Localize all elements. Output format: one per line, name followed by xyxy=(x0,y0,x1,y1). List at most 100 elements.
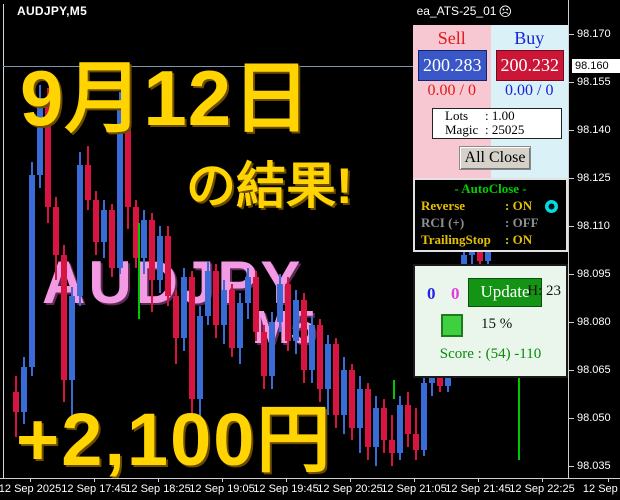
chart-plot-area[interactable]: AUDJPY M5 9月12日 の結果! +2,100円 AUDJPY,M5 e… xyxy=(0,0,568,478)
chart-symbol-title: AUDJPY,M5 xyxy=(17,4,88,18)
candle-body xyxy=(413,434,419,450)
price-tick xyxy=(569,130,574,131)
lots-label: Lots xyxy=(445,108,469,123)
candle-body xyxy=(397,405,403,454)
rci-label: RCI (+) xyxy=(421,215,465,230)
magic-label: Magic xyxy=(445,122,479,137)
candle-body xyxy=(245,277,251,303)
candle-body xyxy=(69,296,75,380)
trade-marker-line xyxy=(518,376,520,460)
candle-body xyxy=(213,270,219,326)
trailingstop-label: TrailingStop xyxy=(421,232,491,247)
trade-panel: Sell 200.283 0.00 / 0 Buy 200.232 0.00 /… xyxy=(413,25,568,178)
candle-body xyxy=(253,277,259,332)
time-axis[interactable]: 12 Sep 2025 12 Sep 17:45 12 Sep 18:25 12 Se… xyxy=(0,478,620,500)
candle-body xyxy=(165,235,171,297)
all-close-button[interactable]: All Close xyxy=(459,146,531,170)
price-tick xyxy=(569,418,574,419)
lots-value: : 1.00 xyxy=(485,108,515,123)
price-axis-label: 98.065 xyxy=(577,364,611,376)
price-axis-label: 98.125 xyxy=(577,172,611,184)
price-axis[interactable]: 98.160 98.170 98.155 98.140 98.125 98.110 98.… xyxy=(568,0,620,478)
green-checkbox[interactable] xyxy=(441,314,463,337)
price-tick xyxy=(569,82,574,83)
trade-marker-line xyxy=(393,379,395,399)
candle-body xyxy=(293,299,299,342)
candle-body xyxy=(421,382,427,450)
candle-body xyxy=(317,325,323,390)
rci-value: : OFF xyxy=(505,215,539,230)
time-axis-label: 12 Sep 17:45 xyxy=(61,483,127,495)
candle-body xyxy=(189,277,195,399)
overlay-result-text: の結果! xyxy=(186,158,353,214)
price-axis-label: 98.050 xyxy=(577,412,611,424)
candle-body xyxy=(133,206,139,258)
candle-body xyxy=(357,389,363,428)
time-axis-label: 12 Sep 23 xyxy=(582,483,620,495)
candle-body xyxy=(181,277,187,338)
candle-body xyxy=(229,290,235,348)
ea-name-text: ea_ATS-25_01 xyxy=(416,4,497,18)
count-pink: 0 xyxy=(451,284,460,303)
price-tick xyxy=(569,274,574,275)
candle-body xyxy=(13,392,19,412)
candle-body xyxy=(53,206,59,255)
candle-body xyxy=(365,389,371,447)
candle-body xyxy=(37,98,43,175)
sell-button[interactable]: 200.283 xyxy=(418,50,487,81)
candle-body xyxy=(109,210,115,268)
reverse-value: : ON xyxy=(505,198,533,213)
price-tick xyxy=(569,226,574,227)
autoclose-row-reverse: Reverse : ON xyxy=(415,197,566,214)
autoclose-title: - AutoClose - xyxy=(454,181,527,196)
price-tick xyxy=(569,34,574,35)
time-tick xyxy=(608,478,609,482)
sell-side: Sell 200.283 0.00 / 0 xyxy=(413,25,491,178)
score-label: Score : (54) -110 xyxy=(439,346,542,362)
update-button[interactable]: Update xyxy=(468,278,542,307)
candle-body xyxy=(117,107,123,268)
time-axis-label: 12 Sep 19:05 xyxy=(189,483,255,495)
candle-body xyxy=(85,165,91,201)
lots-magic-box: Lots: 1.00 Magic: 25025 xyxy=(432,108,562,139)
hour-label: H: 23 xyxy=(527,283,561,299)
price-axis-label: 98.155 xyxy=(577,76,611,88)
candle-body xyxy=(157,235,163,281)
candle-body xyxy=(325,344,331,390)
time-tick xyxy=(222,478,223,482)
price-axis-label: 98.170 xyxy=(577,28,611,40)
time-axis-label: 12 Sep 21:05 xyxy=(381,483,447,495)
candle-body xyxy=(269,322,275,377)
trade-marker-line xyxy=(138,222,140,319)
time-axis-label: 12 Sep 20:25 xyxy=(317,483,383,495)
ea-sad-face-icon: ☹ xyxy=(498,3,512,19)
overlay-date-text: 9月12日 xyxy=(20,54,312,142)
candle-body xyxy=(381,408,387,441)
candle-body xyxy=(141,219,147,258)
candle-wick xyxy=(415,408,417,460)
update-panel: 0 0 Update H: 23 15 % Score : (54) -110 xyxy=(413,264,568,378)
price-tick xyxy=(569,322,574,323)
time-axis-label: 12 Sep 19:45 xyxy=(253,483,319,495)
autoclose-panel: - AutoClose - Reverse : ON RCI (+) : OFF… xyxy=(413,178,568,252)
current-price-tag: 98.160 xyxy=(572,59,620,73)
price-axis-label: 98.095 xyxy=(577,268,611,280)
price-tick xyxy=(569,370,574,371)
time-tick xyxy=(542,478,543,482)
current-price-line xyxy=(3,66,568,67)
candle-body xyxy=(221,290,227,326)
candle-body xyxy=(309,325,315,370)
time-tick xyxy=(158,478,159,482)
buy-button[interactable]: 200.232 xyxy=(495,50,564,81)
candle-body xyxy=(77,165,83,297)
reverse-on-indicator-icon[interactable] xyxy=(545,200,558,213)
candle-body xyxy=(125,107,131,207)
candle-body xyxy=(149,219,155,281)
buy-counter: 0.00 / 0 xyxy=(505,82,554,99)
candle-body xyxy=(197,315,203,399)
candle-body xyxy=(173,296,179,338)
time-tick xyxy=(350,478,351,482)
time-tick xyxy=(30,478,31,482)
candle-body xyxy=(45,98,51,207)
